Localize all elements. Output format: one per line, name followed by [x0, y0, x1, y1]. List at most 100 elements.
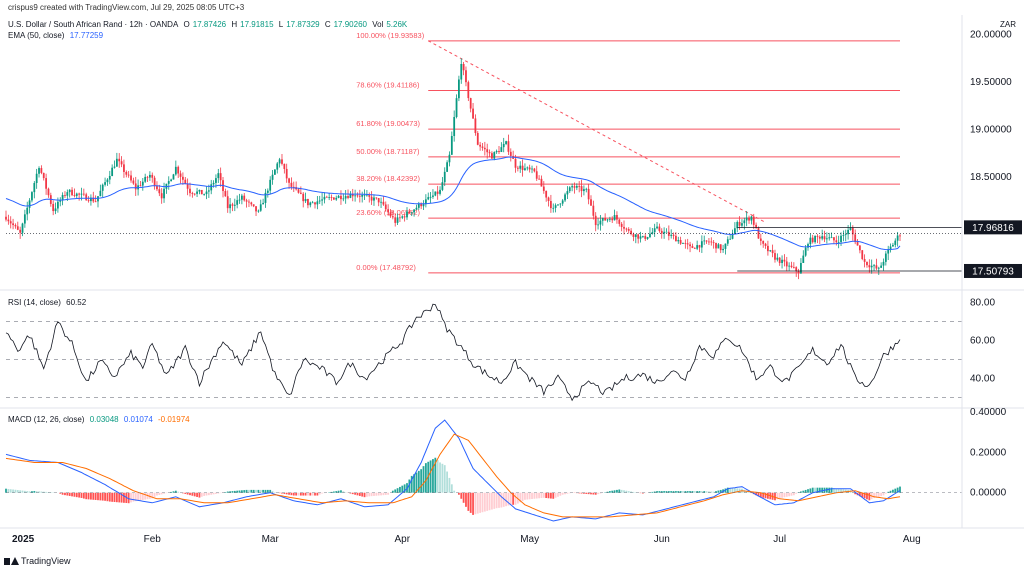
- macd-histogram-bar: [868, 492, 871, 501]
- candle-body: [302, 193, 305, 202]
- macd-pane[interactable]: [5, 419, 962, 522]
- candle-body: [580, 186, 583, 192]
- symbol-legend[interactable]: U.S. Dollar / South African Rand · 12h ·…: [8, 20, 410, 29]
- candle-body: [146, 176, 149, 178]
- price-tick-label: 19.50000: [970, 77, 1012, 88]
- rsi-tick-label: 40.00: [970, 373, 995, 384]
- candle-body: [613, 215, 616, 221]
- macd-legend[interactable]: MACD (12, 26, close) 0.03048 0.01074 -0.…: [8, 415, 193, 424]
- candle-body: [830, 237, 833, 239]
- macd-histogram-bar: [613, 490, 616, 493]
- macd-histogram-bar: [665, 491, 668, 493]
- macd-histogram-bar: [302, 492, 305, 496]
- ohlc-open: 17.87426: [192, 20, 227, 29]
- candle-body: [113, 166, 116, 168]
- macd-histogram-bar: [552, 492, 555, 499]
- macd-histogram-bar: [462, 492, 465, 503]
- candle-body: [634, 234, 637, 237]
- candle-body: [387, 209, 390, 213]
- candle-body: [641, 236, 644, 237]
- candle-body: [35, 173, 38, 184]
- candle-body: [269, 179, 272, 191]
- candle-body: [33, 183, 36, 193]
- macd-histogram-bar: [814, 487, 816, 493]
- price-pane[interactable]: 100.00% (19.93583) 78.60% (19.41186) 61.80…: [5, 31, 1022, 280]
- ema-label: EMA (50, close): [8, 31, 65, 40]
- candle-body: [172, 174, 175, 180]
- candle-body: [403, 216, 406, 218]
- macd-histogram-bar: [40, 491, 43, 493]
- macd-histogram-bar: [417, 470, 420, 493]
- ema-line: [5, 156, 901, 251]
- macd-histogram-bar: [587, 492, 590, 495]
- candle-body: [368, 194, 371, 197]
- macd-histogram-bar: [884, 492, 887, 494]
- candle-body: [535, 171, 538, 179]
- candle-body: [639, 236, 642, 239]
- macd-histogram-bar: [590, 492, 592, 495]
- candle-body: [394, 217, 397, 223]
- candle-body: [557, 204, 559, 206]
- candle-body: [677, 240, 680, 242]
- ema-legend[interactable]: EMA (50, close) 17.77259: [8, 31, 106, 40]
- candle-body: [158, 189, 161, 194]
- macd-histogram-bar: [123, 492, 125, 503]
- macd-histogram-bar: [630, 491, 632, 493]
- macd-histogram-bar: [656, 491, 658, 493]
- candle-body: [474, 118, 477, 134]
- macd-histogram-bar: [566, 492, 569, 494]
- macd-histogram-bar: [441, 463, 444, 493]
- macd-histogram-bar: [408, 479, 411, 493]
- candle-body: [516, 167, 519, 169]
- macd-histogram-bar: [82, 492, 85, 499]
- candle-body: [592, 205, 595, 216]
- macd-histogram-bar: [675, 491, 677, 493]
- rsi-legend[interactable]: RSI (14, close) 60.52: [8, 298, 89, 307]
- candle-body: [547, 197, 550, 201]
- candle-body: [406, 211, 408, 218]
- rsi-pane[interactable]: [5, 303, 962, 402]
- candle-body: [821, 236, 824, 239]
- macd-histogram-bar: [410, 475, 413, 493]
- candle-body: [545, 190, 548, 198]
- candle-body: [61, 194, 64, 201]
- macd-histogram-bar: [73, 492, 76, 497]
- level-badge-text: 17.50793: [972, 266, 1014, 277]
- candle-body: [809, 237, 812, 245]
- symbol-title[interactable]: U.S. Dollar / South African Rand · 12h ·…: [8, 20, 179, 29]
- macd-histogram-bar: [807, 489, 809, 493]
- candle-body: [196, 191, 198, 194]
- candle-body: [783, 259, 786, 262]
- macd-histogram-bar: [474, 492, 477, 515]
- candle-body: [851, 227, 854, 235]
- macd-histogram-bar: [493, 492, 496, 509]
- candle-body: [125, 171, 128, 175]
- candle-body: [380, 201, 382, 203]
- macd-histogram-bar: [245, 489, 248, 493]
- candle-body: [278, 159, 281, 164]
- candle-body: [693, 247, 696, 249]
- macd-histogram-bar: [106, 492, 109, 502]
- macd-histogram-bar: [882, 492, 885, 496]
- candle-body: [184, 179, 187, 184]
- macd-histogram-bar: [132, 492, 135, 502]
- macd-histogram-bar: [45, 491, 48, 493]
- price-tick-label: 19.00000: [970, 125, 1012, 136]
- candle-body: [457, 79, 460, 99]
- tradingview-brand[interactable]: TradingView: [4, 556, 71, 566]
- candle-body: [785, 261, 788, 267]
- candle-body: [625, 228, 628, 230]
- candle-body: [854, 234, 857, 243]
- macd-histogram-bar: [94, 492, 97, 500]
- macd-histogram-bar: [399, 486, 401, 493]
- macd-histogram-bar: [545, 492, 548, 499]
- candle-body: [524, 168, 526, 170]
- macd-histogram-bar: [80, 492, 83, 498]
- macd-histogram-bar: [467, 492, 470, 511]
- macd-histogram-bar: [307, 492, 309, 496]
- candle-body: [323, 196, 326, 200]
- candle-body: [649, 233, 651, 238]
- rsi-label: RSI (14, close): [8, 298, 61, 307]
- macd-histogram-bar: [524, 492, 526, 500]
